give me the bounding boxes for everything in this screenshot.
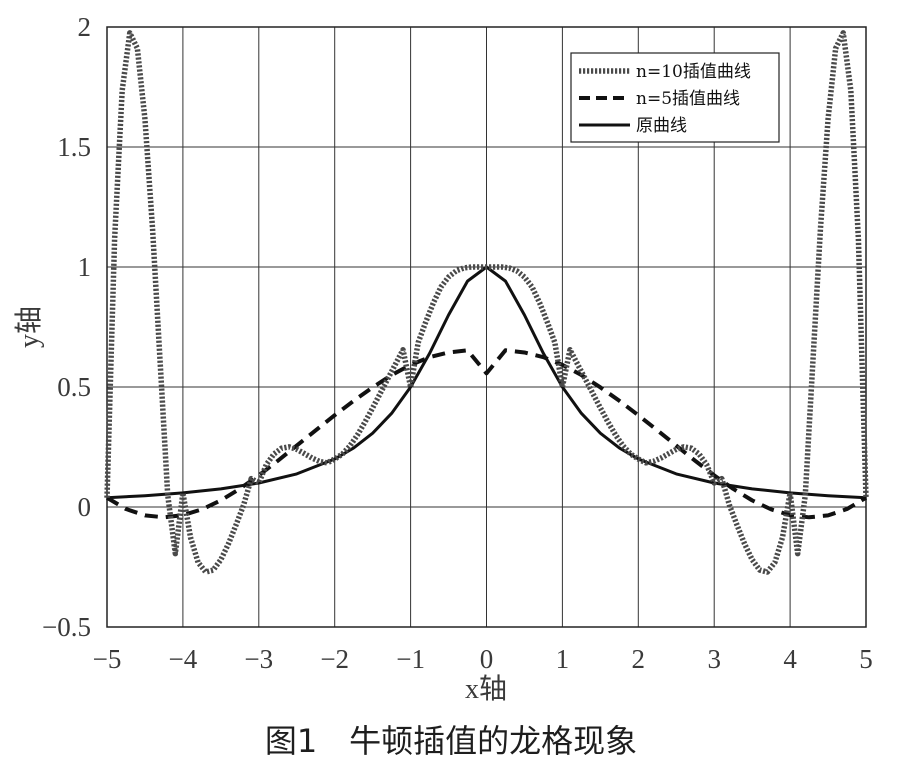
x-tick-label: 5 [859,644,873,674]
x-tick-label: −5 [93,644,122,674]
legend-label-n10: n=10插值曲线 [636,62,751,82]
legend: n=10插值曲线 n=5插值曲线 原曲线 [570,52,780,143]
series-line-n10 [104,30,869,575]
y-tick-label: 1.5 [57,132,91,162]
x-tick-label: 0 [480,644,494,674]
x-tick-label: 1 [556,644,570,674]
legend-label-n5: n=5插值曲线 [636,89,740,109]
x-tick-label: 4 [783,644,797,674]
y-axis-label: y轴 [13,306,45,348]
x-axis-label: x轴 [465,673,507,705]
series-group [104,30,869,575]
x-tick-label: −1 [396,644,425,674]
x-tick-label: −4 [169,644,198,674]
y-tick-label: 0.5 [57,372,91,402]
x-tick-label: −2 [320,644,349,674]
plot-frame [106,26,867,628]
x-tick-label: −3 [244,644,273,674]
x-tick-label: 3 [707,644,721,674]
y-tick-label: −0.5 [42,612,91,642]
y-tick-label: 2 [78,12,92,42]
series-line-n5 [105,348,868,520]
y-tick-label: 0 [78,492,92,522]
y-tick-label: 1 [78,252,92,282]
x-tick-label: 2 [632,644,646,674]
figure-caption: 图1 牛顿插值的龙格现象 [265,722,637,760]
tick-labels: −5 −4 −3 −2 −1 0 1 2 3 4 5 −0.5 0 0.5 1 1.5 2 [42,12,873,674]
legend-label-original: 原曲线 [636,116,687,136]
